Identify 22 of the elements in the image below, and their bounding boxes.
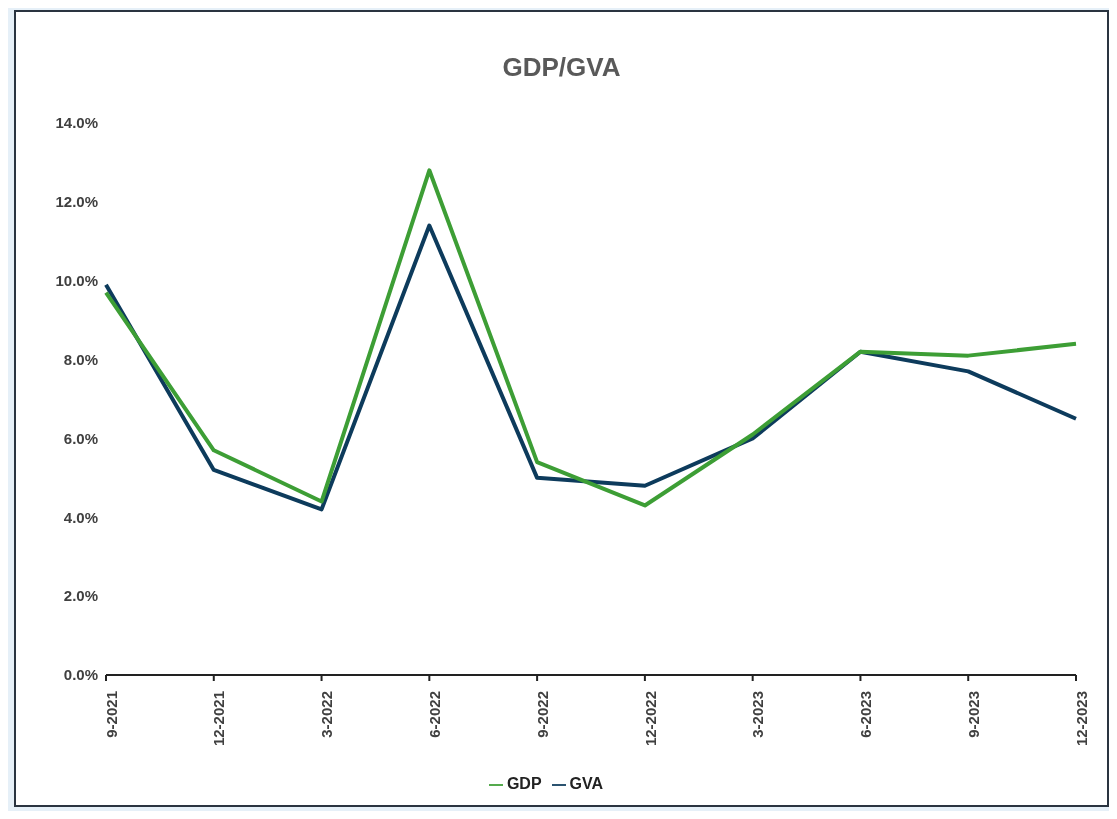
y-tick-label: 14.0% (55, 114, 98, 132)
x-tick-label: 3-2022 (318, 691, 336, 738)
legend-label: GVA (569, 775, 604, 792)
x-tick-label: 3-2023 (749, 691, 767, 738)
x-tick-label: 12-2022 (641, 691, 659, 747)
x-tick-label: 9-2022 (533, 691, 551, 738)
y-tick-label: 8.0% (63, 350, 98, 368)
y-tick-label: 6.0% (63, 429, 98, 447)
x-tick-label: 6-2022 (425, 691, 443, 738)
legend-label: GDP (506, 775, 542, 792)
x-tick-label: 6-2023 (857, 691, 875, 738)
y-tick-label: 2.0% (63, 587, 98, 605)
y-tick-label: 0.0% (63, 666, 98, 684)
y-tick-label: 4.0% (63, 508, 98, 526)
chart-title: GDP/GVA (501, 52, 622, 83)
x-tick-label: 9-2023 (964, 691, 982, 738)
line-series (104, 168, 1078, 508)
y-tick-label: 12.0% (55, 193, 98, 211)
x-tick-label: 12-2021 (210, 691, 228, 747)
x-tick-label: 9-2021 (102, 691, 120, 738)
y-tick-label: 10.0% (55, 272, 98, 290)
x-tick-label: 12-2023 (1072, 691, 1090, 747)
